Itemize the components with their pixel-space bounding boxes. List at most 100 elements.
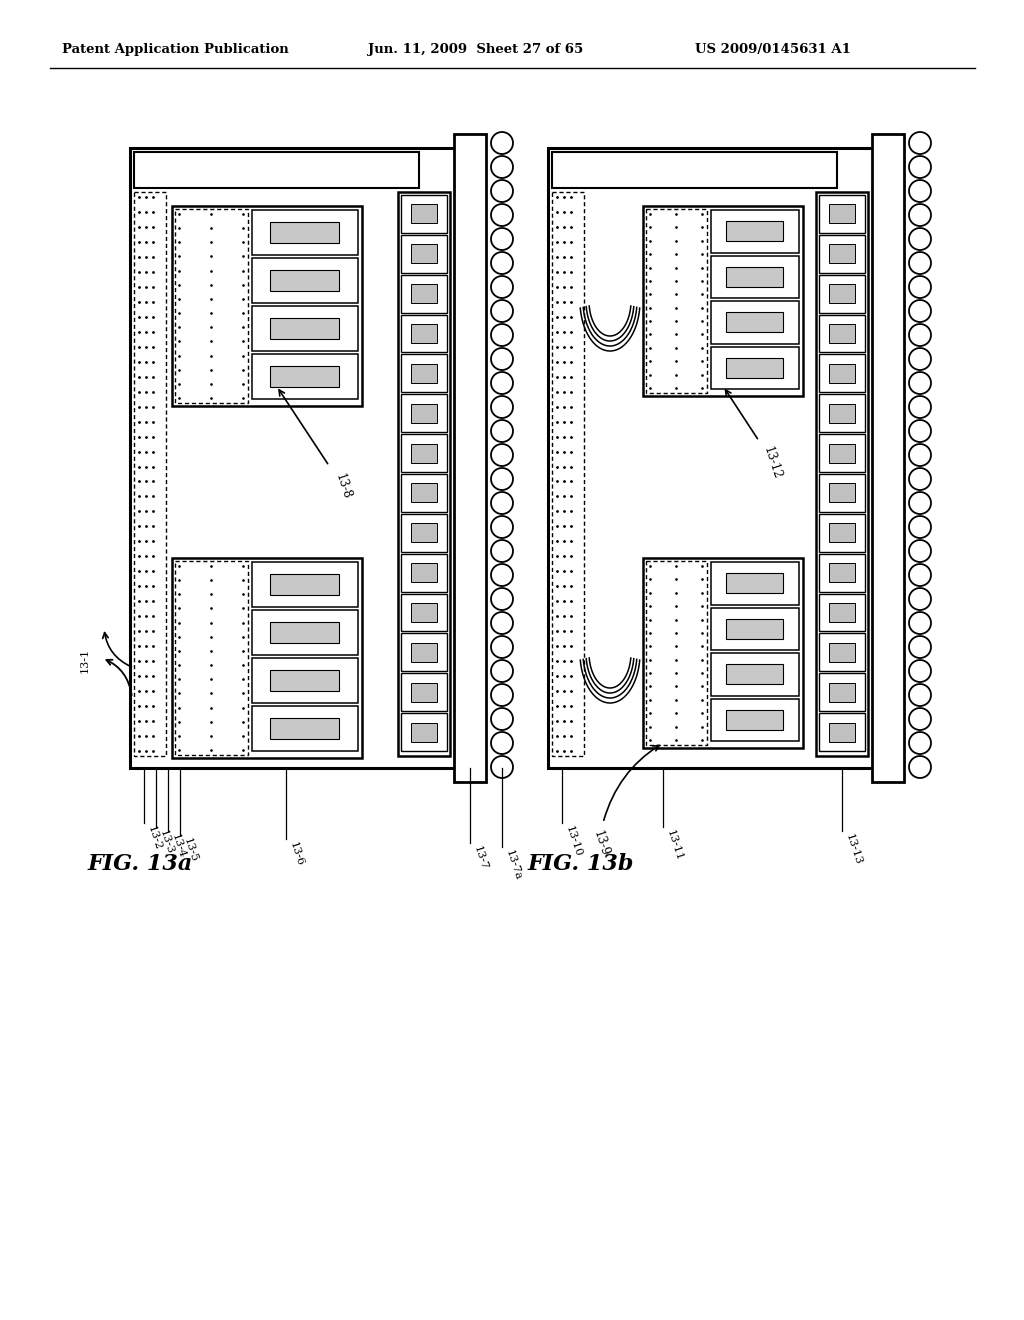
Bar: [270, 269, 339, 292]
Bar: [726, 267, 783, 286]
Circle shape: [490, 396, 513, 418]
Bar: [829, 205, 855, 223]
Bar: [401, 395, 447, 432]
Bar: [252, 306, 358, 351]
Bar: [819, 553, 865, 591]
Bar: [552, 191, 584, 756]
Circle shape: [490, 660, 513, 682]
Circle shape: [490, 516, 513, 539]
Bar: [643, 206, 803, 396]
Bar: [552, 152, 837, 187]
Circle shape: [490, 156, 513, 178]
Bar: [172, 558, 362, 758]
Bar: [270, 622, 339, 643]
Bar: [412, 682, 436, 702]
Bar: [872, 135, 904, 781]
Bar: [829, 483, 855, 503]
Bar: [401, 553, 447, 591]
Text: FIG. 13a: FIG. 13a: [88, 853, 194, 875]
Text: 13-5: 13-5: [182, 837, 200, 865]
Bar: [643, 558, 803, 748]
Bar: [401, 594, 447, 631]
Bar: [401, 355, 447, 392]
Circle shape: [490, 684, 513, 706]
Circle shape: [490, 420, 513, 442]
Bar: [819, 314, 865, 352]
Bar: [270, 718, 339, 739]
Bar: [401, 314, 447, 352]
Circle shape: [490, 756, 513, 777]
Bar: [816, 191, 868, 756]
Bar: [130, 148, 470, 768]
Circle shape: [490, 276, 513, 298]
Bar: [711, 562, 799, 605]
Circle shape: [909, 587, 931, 610]
Bar: [401, 235, 447, 273]
Circle shape: [909, 540, 931, 562]
Circle shape: [490, 469, 513, 490]
Bar: [726, 220, 783, 242]
Circle shape: [909, 660, 931, 682]
Bar: [401, 673, 447, 711]
Circle shape: [490, 323, 513, 346]
Bar: [252, 210, 358, 255]
Text: 13-2: 13-2: [146, 825, 163, 851]
Circle shape: [909, 252, 931, 275]
Bar: [819, 195, 865, 232]
Circle shape: [909, 323, 931, 346]
Bar: [829, 722, 855, 742]
Bar: [252, 354, 358, 399]
Bar: [412, 364, 436, 383]
Circle shape: [909, 684, 931, 706]
Circle shape: [490, 612, 513, 634]
Bar: [401, 513, 447, 552]
Bar: [270, 574, 339, 595]
Text: 13-13: 13-13: [844, 833, 863, 867]
Bar: [175, 209, 248, 403]
Bar: [401, 713, 447, 751]
Circle shape: [909, 612, 931, 634]
Bar: [175, 561, 248, 755]
Bar: [270, 366, 339, 387]
Bar: [270, 669, 339, 692]
Circle shape: [909, 372, 931, 393]
Circle shape: [909, 228, 931, 249]
Bar: [711, 607, 799, 649]
Circle shape: [490, 300, 513, 322]
Bar: [548, 148, 888, 768]
Text: 13-3: 13-3: [158, 829, 175, 855]
Bar: [401, 434, 447, 473]
Bar: [829, 564, 855, 582]
Bar: [829, 323, 855, 343]
Circle shape: [490, 444, 513, 466]
Bar: [726, 312, 783, 333]
Bar: [711, 210, 799, 252]
Circle shape: [490, 180, 513, 202]
Bar: [412, 244, 436, 263]
Circle shape: [909, 564, 931, 586]
Circle shape: [490, 540, 513, 562]
Bar: [412, 205, 436, 223]
Bar: [829, 682, 855, 702]
Bar: [172, 206, 362, 407]
Bar: [412, 284, 436, 304]
Bar: [252, 706, 358, 751]
Bar: [829, 603, 855, 622]
Bar: [819, 395, 865, 432]
Bar: [819, 474, 865, 512]
Bar: [401, 275, 447, 313]
Bar: [819, 594, 865, 631]
Bar: [252, 657, 358, 704]
Bar: [412, 444, 436, 462]
Bar: [270, 318, 339, 339]
Circle shape: [909, 516, 931, 539]
Bar: [454, 135, 486, 781]
Circle shape: [490, 587, 513, 610]
Bar: [711, 653, 799, 696]
Bar: [270, 222, 339, 243]
Circle shape: [490, 228, 513, 249]
Text: FIG. 13b: FIG. 13b: [528, 853, 635, 875]
Text: US 2009/0145631 A1: US 2009/0145631 A1: [695, 44, 851, 57]
Bar: [726, 664, 783, 685]
Bar: [829, 523, 855, 543]
